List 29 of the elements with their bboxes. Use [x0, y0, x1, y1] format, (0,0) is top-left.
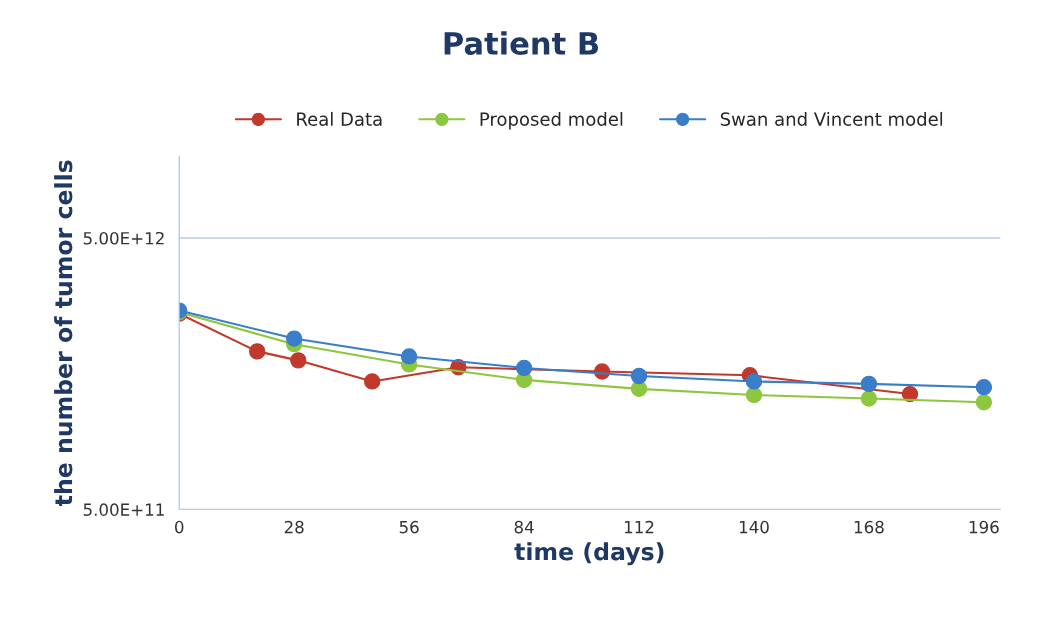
point: [630, 367, 648, 385]
x-tick-label: 112: [624, 520, 654, 534]
legend-label: Swan and Vincent model: [720, 111, 943, 126]
y-axis-title: the number of tumor cells: [54, 160, 73, 507]
point: [860, 375, 878, 393]
x-tick-label: 0: [175, 520, 184, 534]
point: [975, 379, 993, 396]
x-tick-label: 140: [739, 520, 769, 534]
legend-label: Real Data: [297, 111, 382, 126]
legend-label: Proposed model: [480, 111, 623, 130]
x-tick-label: 84: [514, 520, 534, 534]
point: [400, 348, 418, 365]
point: [290, 352, 307, 369]
x-tick-label: 168: [854, 520, 884, 534]
point: [364, 373, 381, 390]
chart-title: Patient B: [444, 31, 598, 55]
point: [515, 359, 533, 377]
point: [975, 394, 993, 411]
point: [745, 386, 763, 404]
y-tick-label: 5.00E+11: [83, 503, 164, 516]
x-tick-label: 28: [284, 520, 304, 534]
point: [745, 373, 763, 390]
point: [286, 330, 303, 347]
x-axis-title: time (days): [514, 542, 664, 566]
point: [860, 390, 878, 407]
x-tick-label: 196: [969, 520, 999, 534]
x-tick-label: 56: [399, 520, 419, 534]
y-tick-label: 5.00E+12: [83, 231, 164, 245]
point: [249, 343, 266, 360]
